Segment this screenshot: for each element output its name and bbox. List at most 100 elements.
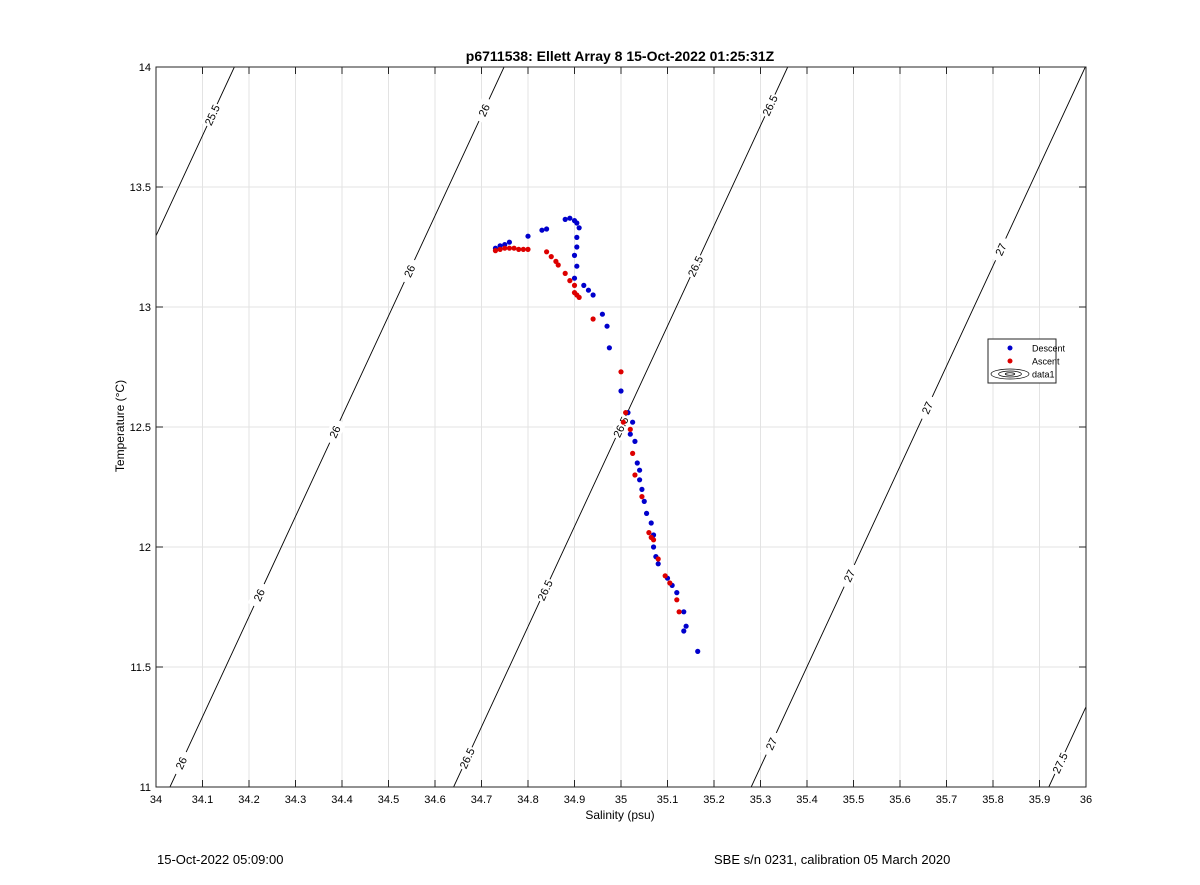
ascent-point	[632, 472, 638, 478]
x-tick-label: 35.8	[982, 794, 1003, 806]
isopycnal-label-text: 26.5	[761, 94, 781, 118]
ascent-point	[576, 294, 582, 300]
descent-point	[571, 275, 578, 281]
descent-point	[618, 388, 624, 394]
ascent-point	[544, 249, 550, 255]
descent-point	[639, 486, 645, 492]
ascent-point	[520, 246, 526, 252]
isopycnal-label-text: 26	[477, 103, 493, 119]
x-tick-label: 35.5	[843, 794, 864, 806]
data-points	[492, 215, 701, 655]
descent-point	[650, 544, 657, 550]
ascent-point	[492, 248, 499, 254]
legend-contour-marker	[1004, 372, 1016, 376]
ascent-point	[618, 369, 624, 375]
x-tick-label: 34.8	[517, 794, 538, 806]
x-tick-label: 35.9	[1029, 794, 1050, 806]
descent-point	[632, 438, 638, 444]
x-tick-label: 35	[615, 794, 627, 806]
isopycnal-label: 27	[915, 393, 939, 422]
isopycnal-label-text: 26.5	[536, 578, 556, 602]
descent-point	[627, 431, 633, 437]
descent-point	[683, 623, 689, 629]
x-tick-label: 35.3	[750, 794, 771, 806]
footer-instrument: SBE s/n 0231, calibration 05 March 2020	[714, 852, 951, 867]
descent-point	[695, 648, 701, 655]
ascent-point	[506, 245, 512, 251]
y-tick-label: 11.5	[130, 662, 151, 674]
y-axis-label: Temperature (°C)	[113, 380, 127, 472]
descent-point	[571, 252, 578, 258]
descent-point	[681, 628, 687, 634]
isopycnal-line	[156, 67, 235, 237]
y-tick-label: 12.5	[130, 422, 151, 434]
descent-point	[574, 263, 580, 269]
ascent-point	[555, 262, 561, 268]
ascent-point	[590, 316, 596, 322]
footer-datetime: 15-Oct-2022 05:09:00	[157, 852, 284, 867]
isopycnal-label: 27	[989, 235, 1013, 264]
ascent-point	[630, 450, 636, 456]
ascent-point	[650, 537, 657, 543]
ascent-point	[571, 282, 578, 288]
x-tick-label: 34.9	[564, 794, 585, 806]
isopycnal-label-text: 26	[328, 424, 344, 440]
isopycnal-label-text: 26.5	[686, 254, 706, 278]
descent-point	[599, 311, 606, 317]
descent-point	[581, 282, 587, 288]
descent-point	[604, 323, 610, 329]
isopycnal-label: 26.5	[533, 576, 557, 605]
isopycnal-label: 25.5	[200, 101, 224, 129]
x-tick-label: 35.1	[657, 794, 678, 806]
descent-point	[637, 467, 643, 473]
isopycnal-label-text: 27	[994, 242, 1010, 258]
descent-point	[539, 227, 545, 233]
legend: Descent Ascent data1	[987, 338, 1066, 384]
chart-title: p6711538: Ellett Array 8 15-Oct-2022 01:…	[466, 48, 775, 64]
descent-point	[544, 226, 550, 232]
x-tick-label: 34.3	[285, 794, 306, 806]
legend-marker	[1007, 345, 1013, 351]
isopycnal-label: 26	[472, 96, 496, 125]
descent-point	[585, 287, 592, 293]
x-tick-label: 35.2	[703, 794, 724, 806]
y-tick-label: 14	[139, 62, 151, 74]
descent-point	[606, 345, 612, 351]
descent-point	[634, 460, 640, 466]
descent-point	[590, 292, 596, 298]
ascent-point	[567, 278, 573, 284]
ascent-point	[497, 246, 503, 252]
isopycnal-label-text: 27	[764, 736, 780, 752]
ascent-point	[646, 530, 652, 536]
descent-point	[562, 216, 568, 222]
legend-entry-label: Descent	[1032, 344, 1066, 354]
ascent-point	[627, 426, 633, 432]
isopycnal-label: 26	[323, 417, 347, 446]
x-tick-label: 34.4	[331, 794, 352, 806]
isopycnal-label: 27	[837, 561, 861, 590]
ascent-point	[667, 580, 673, 586]
ascent-point	[674, 597, 680, 603]
isopycnal-label: 27.5	[1048, 749, 1072, 777]
descent-point	[497, 243, 503, 249]
x-tick-label: 34	[150, 794, 162, 806]
descent-point	[655, 561, 661, 567]
descent-point	[502, 242, 508, 248]
x-axis-label: Salinity (psu)	[585, 808, 654, 822]
isopycnal-label-text: 25.5	[203, 103, 223, 127]
ascent-point	[662, 573, 668, 579]
legend-contour-marker	[990, 368, 1030, 380]
x-tick-label: 34.2	[238, 794, 259, 806]
ascent-point	[525, 246, 531, 252]
descent-point	[637, 477, 643, 483]
isopycnal-label: 26	[169, 749, 193, 777]
isopycnal-line	[750, 67, 1086, 787]
x-tick-label: 35.4	[796, 794, 817, 806]
y-tick-label: 12	[139, 542, 151, 554]
descent-point	[506, 239, 512, 245]
y-tick-label: 13.5	[130, 182, 151, 194]
ascent-point	[562, 270, 568, 276]
legend-contour-marker	[998, 370, 1022, 378]
x-tick-label: 34.1	[192, 794, 213, 806]
